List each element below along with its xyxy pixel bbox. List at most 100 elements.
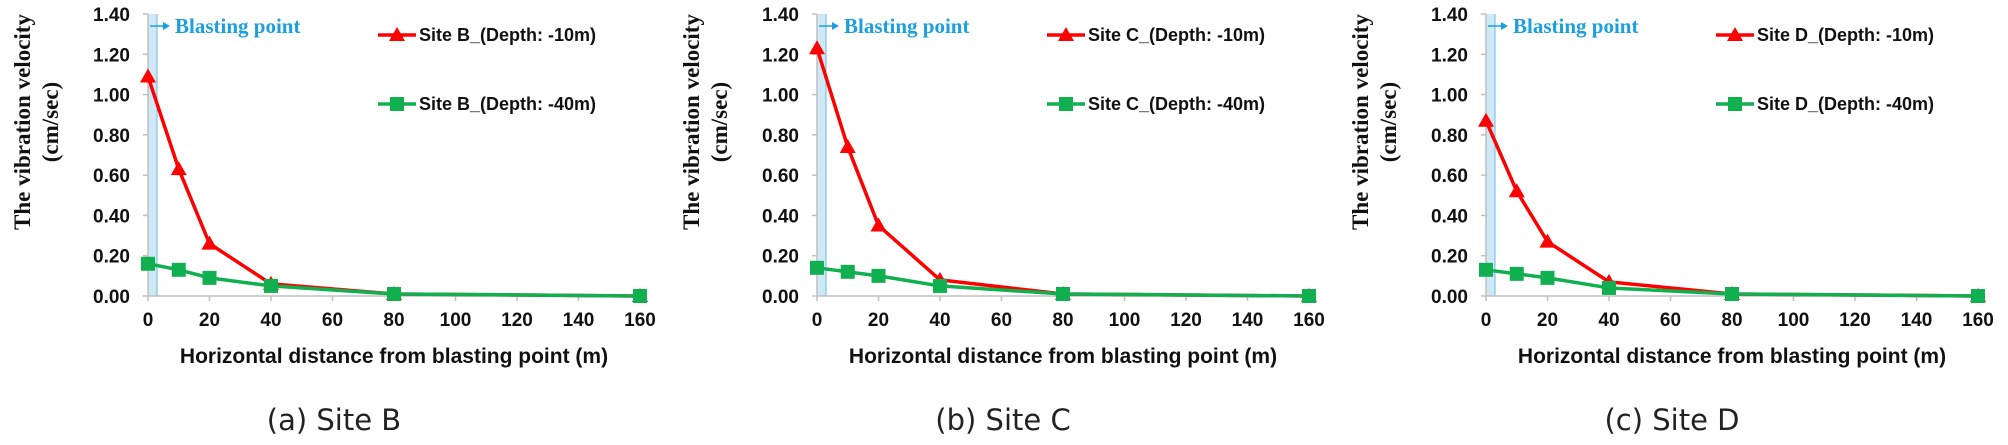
series-line bbox=[815, 47, 1310, 298]
data-point-marker bbox=[201, 235, 218, 250]
data-point-marker bbox=[1539, 233, 1556, 248]
x-tick-label: 40 bbox=[929, 310, 950, 331]
y-axis-unit-label: (cm/sec) bbox=[707, 82, 732, 162]
x-tick-label: 140 bbox=[1901, 310, 1933, 331]
x-tick-label: 0 bbox=[143, 310, 154, 331]
y-tick-label: 0.20 bbox=[762, 247, 799, 268]
legend-marker bbox=[1728, 97, 1742, 111]
y-axis-label: The vibration velocity bbox=[679, 14, 704, 230]
y-axis-unit-label: (cm/sec) bbox=[1376, 82, 1401, 162]
x-axis-label: Horizontal distance from blasting point … bbox=[180, 345, 608, 368]
legend-marker bbox=[389, 27, 405, 41]
chart-svg: 0.00 0.20 0.40 0.60 0.80 1.00 1.20 1.40 0 20 40 60 8… bbox=[10, 5, 656, 437]
panel-caption: (c) Site D bbox=[1604, 403, 1739, 437]
y-axis-unit-label: (cm/sec) bbox=[38, 82, 63, 162]
x-tick-label: 40 bbox=[1598, 310, 1619, 331]
legend-label: Site C_(Depth: -40m) bbox=[1088, 94, 1265, 114]
data-point-marker bbox=[933, 278, 947, 293]
blasting-point-annotation: Blasting point bbox=[1513, 14, 1638, 38]
y-tick-label: 0.60 bbox=[762, 166, 799, 187]
x-tick-label: 20 bbox=[1537, 310, 1558, 331]
y-tick-label: 0.20 bbox=[93, 247, 130, 268]
x-tick-label: 60 bbox=[1660, 310, 1681, 331]
legend-marker bbox=[1727, 27, 1743, 41]
data-point-marker bbox=[1725, 286, 1739, 301]
legend-marker bbox=[1059, 97, 1073, 111]
y-tick-label: 0.80 bbox=[93, 126, 130, 147]
data-point-marker bbox=[1509, 266, 1524, 281]
data-point-marker bbox=[1302, 289, 1316, 303]
chart-panel-site-c: 0.00 0.20 0.40 0.60 0.80 1.00 1.20 1.40 0 20 40 60 8… bbox=[669, 0, 1338, 445]
data-point-marker bbox=[170, 161, 187, 176]
x-tick-label: 100 bbox=[1109, 310, 1141, 331]
x-tick-label: 160 bbox=[624, 310, 656, 331]
data-point-marker bbox=[1971, 289, 1985, 303]
blasting-point-band bbox=[817, 14, 826, 296]
data-point-marker bbox=[839, 138, 856, 153]
y-tick-label: 1.20 bbox=[1431, 45, 1468, 66]
blasting-point-band bbox=[1486, 14, 1495, 296]
y-tick-label: 0.00 bbox=[1431, 287, 1468, 308]
legend-label: Site B_(Depth: -10m) bbox=[419, 25, 596, 45]
y-tick-label: 0.40 bbox=[1431, 206, 1468, 227]
x-axis-label: Horizontal distance from blasting point … bbox=[849, 345, 1277, 368]
blasting-point-arrow-icon bbox=[1501, 22, 1508, 30]
y-tick-label: 1.00 bbox=[762, 86, 799, 107]
data-point-marker bbox=[633, 289, 647, 303]
data-point-marker bbox=[1478, 112, 1494, 127]
x-tick-label: 60 bbox=[991, 310, 1012, 331]
y-tick-label: 1.40 bbox=[93, 5, 130, 26]
chart-panel-site-b: 0.00 0.20 0.40 0.60 0.80 1.00 1.20 1.40 0 20 40 60 8… bbox=[0, 0, 669, 445]
x-tick-label: 160 bbox=[1293, 310, 1325, 331]
data-point-marker bbox=[870, 217, 887, 232]
x-tick-label: 120 bbox=[501, 310, 533, 331]
series-line bbox=[1484, 120, 1979, 298]
legend-marker bbox=[390, 97, 404, 111]
x-tick-label: 40 bbox=[260, 310, 281, 331]
y-tick-label: 0.60 bbox=[93, 166, 130, 187]
legend-label: Site B_(Depth: -40m) bbox=[419, 94, 596, 114]
x-tick-label: 80 bbox=[1052, 310, 1073, 331]
x-tick-label: 140 bbox=[563, 310, 595, 331]
data-point-marker bbox=[140, 68, 156, 83]
y-axis-label: The vibration velocity bbox=[1348, 14, 1373, 230]
y-tick-label: 0.60 bbox=[1431, 166, 1468, 187]
data-point-marker bbox=[387, 286, 401, 301]
data-point-marker bbox=[264, 278, 278, 293]
chart-svg: 0.00 0.20 0.40 0.60 0.80 1.00 1.20 1.40 0 20 40 60 8… bbox=[1348, 5, 1994, 437]
y-tick-label: 1.00 bbox=[1431, 86, 1468, 107]
chart-panel-site-d: 0.00 0.20 0.40 0.60 0.80 1.00 1.20 1.40 0 20 40 60 8… bbox=[1338, 0, 2007, 445]
legend-label: Site D_(Depth: -40m) bbox=[1757, 94, 1934, 114]
legend-marker bbox=[1058, 27, 1074, 41]
data-point-marker bbox=[840, 264, 855, 279]
y-tick-label: 0.80 bbox=[762, 126, 799, 147]
y-tick-label: 1.40 bbox=[1431, 5, 1468, 26]
y-axis-label: The vibration velocity bbox=[10, 14, 35, 230]
y-tick-label: 1.40 bbox=[762, 5, 799, 26]
x-tick-label: 120 bbox=[1839, 310, 1871, 331]
legend-label: Site C_(Depth: -10m) bbox=[1088, 25, 1265, 45]
blasting-point-annotation: Blasting point bbox=[175, 14, 300, 38]
x-tick-label: 160 bbox=[1962, 310, 1994, 331]
data-point-marker bbox=[171, 262, 186, 277]
data-point-marker bbox=[871, 268, 886, 283]
panel-caption: (b) Site C bbox=[935, 403, 1070, 437]
data-point-marker bbox=[1479, 262, 1493, 277]
x-tick-label: 100 bbox=[440, 310, 472, 331]
y-tick-label: 1.20 bbox=[762, 45, 799, 66]
y-tick-label: 0.00 bbox=[93, 287, 130, 308]
data-point-marker bbox=[1602, 280, 1616, 295]
x-tick-label: 80 bbox=[1721, 310, 1742, 331]
y-tick-label: 0.80 bbox=[1431, 126, 1468, 147]
y-tick-label: 0.20 bbox=[1431, 247, 1468, 268]
x-tick-label: 20 bbox=[868, 310, 889, 331]
data-point-marker bbox=[1508, 183, 1525, 198]
y-tick-label: 0.40 bbox=[762, 206, 799, 227]
panel-caption: (a) Site B bbox=[267, 403, 401, 437]
x-tick-label: 0 bbox=[812, 310, 823, 331]
data-point-marker bbox=[809, 40, 825, 55]
chart-svg: 0.00 0.20 0.40 0.60 0.80 1.00 1.20 1.40 0 20 40 60 8… bbox=[679, 5, 1325, 437]
legend-label: Site D_(Depth: -10m) bbox=[1757, 25, 1934, 45]
x-tick-label: 0 bbox=[1481, 310, 1492, 331]
